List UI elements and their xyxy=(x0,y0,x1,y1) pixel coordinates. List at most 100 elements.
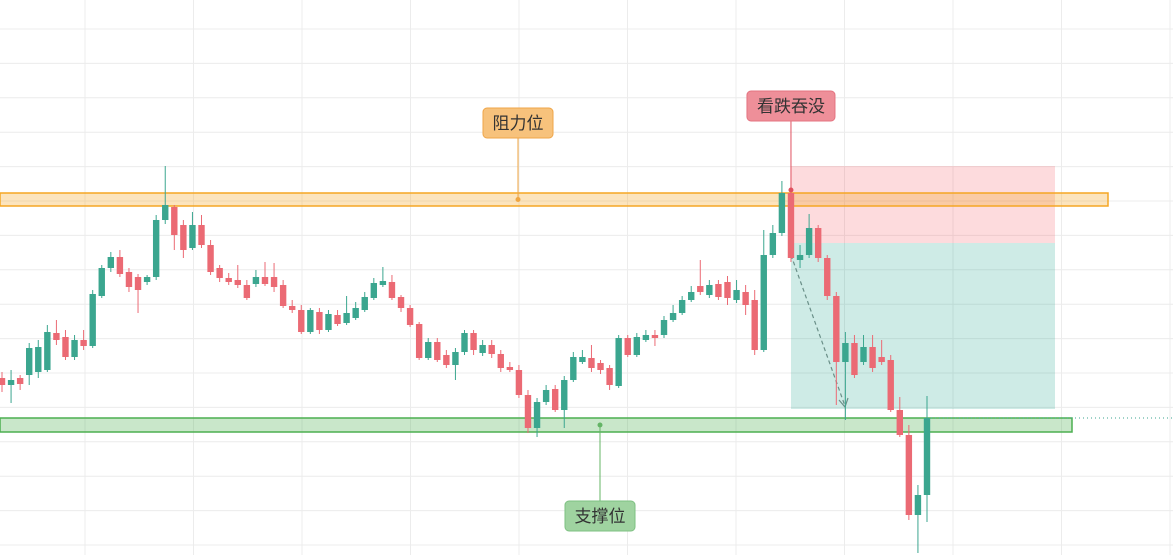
zone-label-box xyxy=(482,107,554,139)
candle-body xyxy=(851,343,858,375)
candle-body xyxy=(425,342,432,358)
candle-body xyxy=(633,337,641,355)
candle-body xyxy=(26,348,33,375)
candle-body xyxy=(488,345,495,354)
candle-body xyxy=(923,418,931,495)
candle-body xyxy=(588,358,595,368)
candle-body xyxy=(805,228,813,255)
candle-body xyxy=(887,360,894,410)
candle-body xyxy=(778,193,786,233)
candle-body xyxy=(706,285,713,295)
candle-body xyxy=(814,228,822,258)
candle-body xyxy=(415,324,423,358)
candle-body xyxy=(252,277,260,284)
candle-body xyxy=(842,343,849,362)
candle-body xyxy=(542,390,550,402)
candle-body xyxy=(71,340,78,357)
candle-body xyxy=(216,268,223,278)
stop-zone xyxy=(790,166,1055,243)
zone-label: 支撑位 xyxy=(575,507,626,527)
zone-anchor xyxy=(515,197,521,202)
candle-body xyxy=(388,282,396,298)
candle-body xyxy=(243,285,251,298)
candle-body xyxy=(379,281,387,285)
candle-body xyxy=(152,220,160,277)
candle-body xyxy=(833,296,840,362)
candle-body xyxy=(470,333,477,350)
candle-body xyxy=(198,225,205,245)
signal-anchor xyxy=(788,187,794,193)
candle-body xyxy=(334,315,341,324)
candle-body xyxy=(751,300,758,350)
candle-body xyxy=(134,277,142,290)
candle-body xyxy=(452,352,459,365)
zone-label-box xyxy=(564,500,636,532)
candle-body xyxy=(44,332,51,370)
candle-body xyxy=(89,294,96,346)
candle-body xyxy=(0,378,6,385)
candle-body xyxy=(688,292,695,300)
candle-body xyxy=(678,300,686,313)
candle-body xyxy=(279,285,287,306)
candle-body xyxy=(733,290,740,300)
signal-label-box xyxy=(746,90,836,122)
candle-body xyxy=(914,495,922,515)
candle-body xyxy=(370,283,378,298)
signal-label: 看跌吞没 xyxy=(757,97,825,117)
candle-body xyxy=(307,310,314,332)
candle-body xyxy=(533,402,541,428)
candle-body xyxy=(261,277,269,284)
candle-body xyxy=(288,306,296,310)
candle-body xyxy=(143,277,151,282)
candle-body xyxy=(443,355,450,365)
candle-body xyxy=(869,347,876,368)
candle-body xyxy=(189,225,196,248)
candle-body xyxy=(860,347,867,362)
candle-body xyxy=(660,320,668,335)
candle-body xyxy=(651,335,659,338)
candle-body xyxy=(787,193,795,258)
candle-body xyxy=(769,233,777,255)
candle-body xyxy=(742,292,749,305)
candle-body xyxy=(715,284,722,297)
candle-body xyxy=(497,354,504,368)
candle-body xyxy=(225,278,232,282)
candle-body xyxy=(479,345,486,353)
candle-body xyxy=(107,257,115,268)
candle-body xyxy=(325,314,332,330)
candle-body xyxy=(80,340,87,346)
candle-body xyxy=(343,313,350,323)
candle-body xyxy=(624,338,631,355)
candle-body xyxy=(361,297,368,310)
candle-body xyxy=(597,363,604,370)
candle-body xyxy=(270,277,278,287)
candle-body xyxy=(615,338,622,386)
candle-body xyxy=(524,395,532,428)
candle-body xyxy=(53,333,60,340)
candle-body xyxy=(125,272,133,287)
candle-body xyxy=(824,258,831,296)
target-zone xyxy=(790,243,1055,409)
candle-body xyxy=(896,410,903,435)
candle-body xyxy=(724,282,731,298)
candle-body xyxy=(551,389,559,410)
candle-body xyxy=(98,268,105,296)
candle-body xyxy=(461,333,468,352)
candle-body xyxy=(16,378,24,384)
candle-body xyxy=(760,255,767,350)
candle-body xyxy=(905,435,913,515)
candle-body xyxy=(579,357,586,362)
candle-body xyxy=(434,342,441,360)
candle-body xyxy=(796,255,804,260)
candle-body xyxy=(234,280,241,285)
candle-body xyxy=(506,367,514,370)
zone xyxy=(0,192,1109,207)
candle-body xyxy=(116,257,124,274)
candle-body xyxy=(171,207,178,235)
candle-body xyxy=(406,308,414,325)
candle-body xyxy=(298,310,305,332)
candle-body xyxy=(207,245,214,272)
candle-body xyxy=(570,357,577,380)
zone-label: 阻力位 xyxy=(493,114,544,134)
